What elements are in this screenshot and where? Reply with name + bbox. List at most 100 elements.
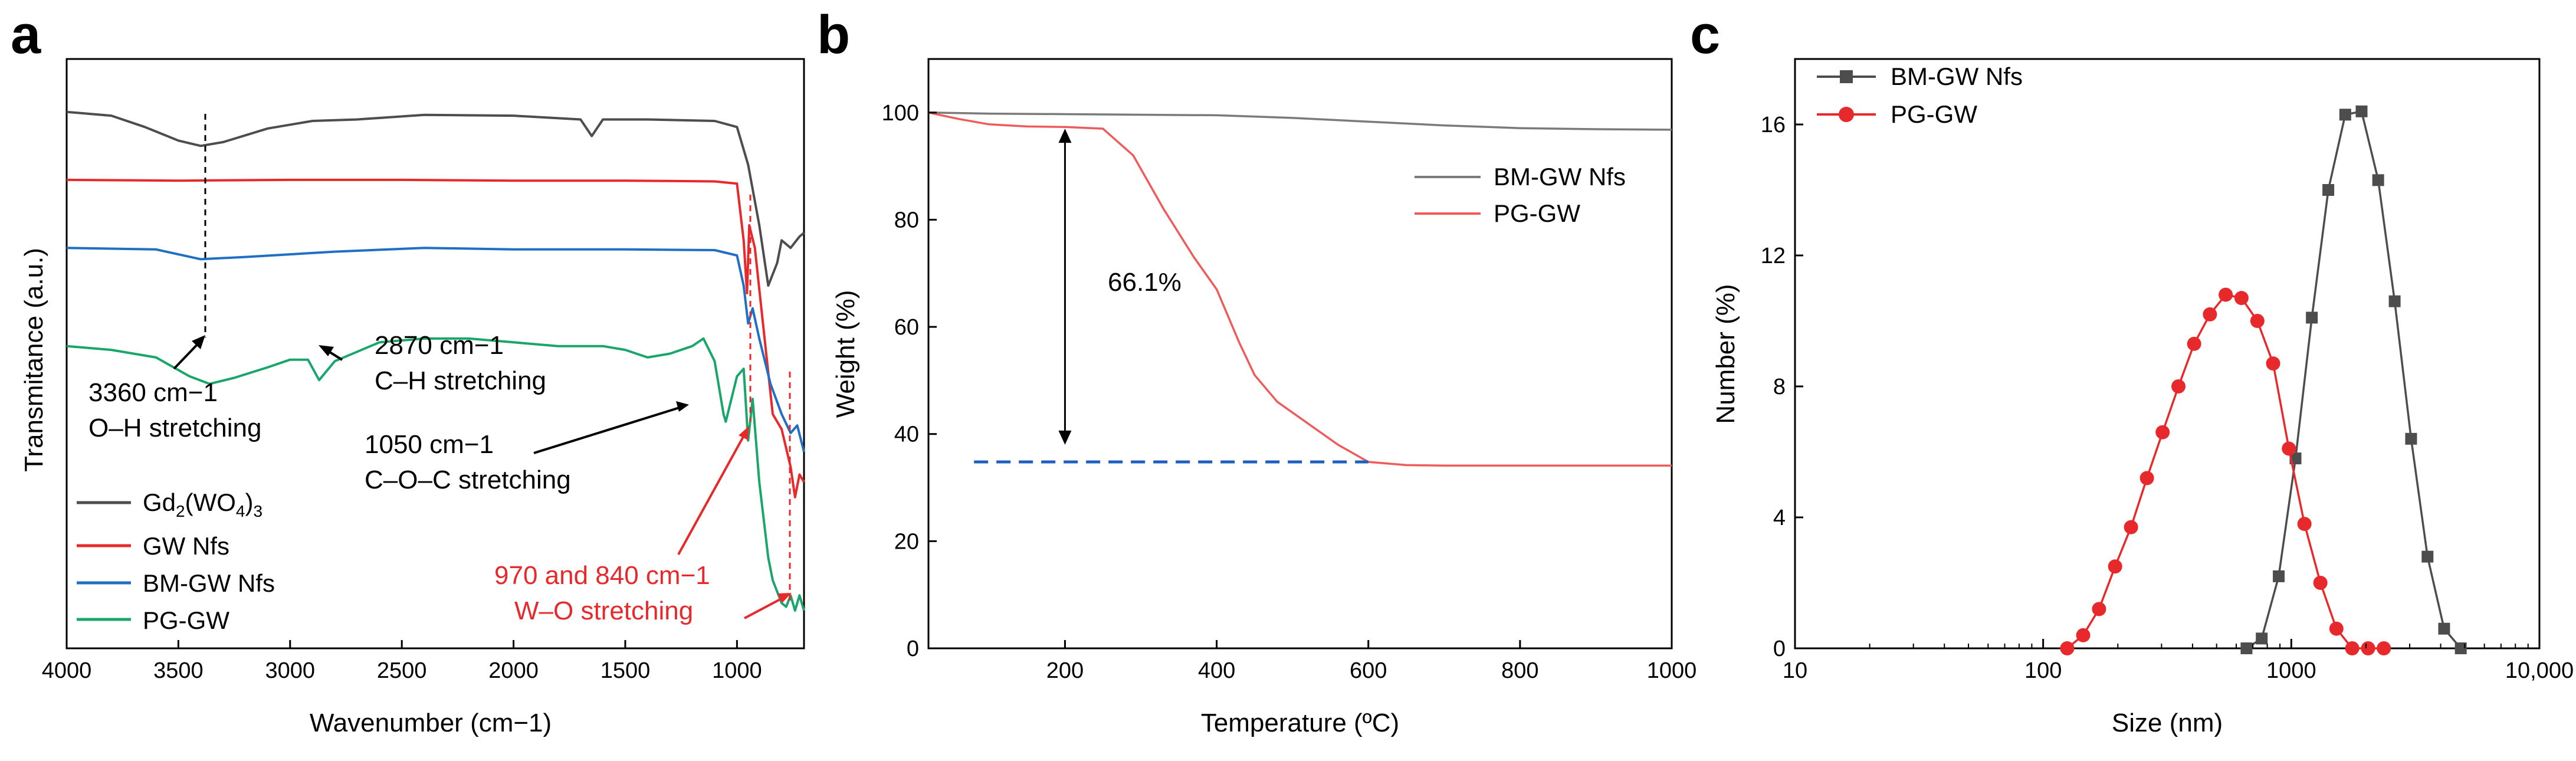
legend-label-pggw: PG-GW [143,606,229,634]
panel-c-series-group [2060,105,2467,655]
y-tick-label-4: 4 [1773,506,1786,530]
data-point-pg-gw [2076,628,2091,642]
panel-b-annotations: 66.1% [974,129,1369,464]
y-tick-label-20: 20 [894,529,919,554]
series-line-gd2-wo4-3 [66,110,805,287]
panel-c-x-axis-label: Size (nm) [2112,708,2223,737]
data-point-pg-gw [2329,621,2344,636]
data-point-pg-gw [2345,641,2360,655]
weight-loss-arrowhead-bottom [1058,430,1072,445]
x-tick-label-400: 400 [1198,658,1235,683]
data-point-bm-gw-nfs [2405,432,2417,445]
panel-a: a 4000 3500 3000 2500 2000 1500 1000 Wavenumbe… [11,5,805,737]
x-tick-label-1000: 1000 [1647,658,1697,683]
x-tick-label-1000: 1000 [2266,658,2316,683]
data-point-pg-gw [2361,641,2375,655]
y-tick-label-100: 100 [882,101,919,126]
panel-c-y-axis-label: Number (%) [1711,284,1740,424]
panel-b: b 200 400 600 800 1000 0 20 40 60 80 100 Temperatu… [817,5,1696,737]
panel-b-x-axis-label: Temperature (ºC) [1201,708,1399,737]
data-point-pg-gw [2219,287,2233,302]
x-tick-label-800: 800 [1501,658,1538,683]
data-point-pg-gw [2377,641,2391,655]
arrowhead-wo-970 [739,426,749,440]
x-tick-label-200: 200 [1046,658,1084,683]
data-point-bm-gw-nfs [2454,642,2467,654]
anno-coc-value: 1050 cm−1 [365,430,494,459]
panel-label-b: b [817,5,850,65]
data-point-bm-gw-nfs [2256,632,2268,645]
panel-c-legend: BM-GW Nfs PG-GW [1817,63,2023,128]
x-tick-label-10000: 10,000 [2505,658,2574,683]
data-point-pg-gw [2108,559,2122,574]
x-tick-label-2000: 2000 [488,658,539,683]
arrow-coc [533,406,682,454]
data-point-pg-gw [2124,520,2138,534]
panel-b-ticks: 200 400 600 800 1000 0 20 40 60 80 100 [882,101,1697,683]
data-point-bm-gw-nfs [2240,642,2253,654]
weight-loss-arrowhead-top [1058,129,1072,143]
series-line-bm-gw-nfs [66,247,805,452]
y-tick-label-0: 0 [907,637,919,661]
x-tick-label-3500: 3500 [153,658,204,683]
panel-b-y-axis-label: Weight (%) [831,290,860,418]
data-point-bm-gw-nfs [2339,109,2351,121]
data-point-pg-gw [2139,471,2154,486]
arrow-wo-840 [744,596,785,619]
anno-wo-label: W–O stretching [514,596,693,625]
anno-ch-label: C–H stretching [375,366,546,395]
data-point-pg-gw [2282,441,2296,456]
data-point-pg-gw [2060,641,2075,655]
data-point-bm-gw-nfs [2421,550,2434,563]
x-tick-label-2500: 2500 [377,658,427,683]
panel-c: c 10 100 1000 10,000 0 4 8 12 16 Size (nm) Numbe… [1690,5,2574,737]
x-tick-label-100: 100 [2024,658,2062,683]
data-point-bm-gw-nfs [2438,622,2450,635]
x-tick-label-600: 600 [1350,658,1387,683]
panel-a-plot-frame [65,58,805,650]
data-point-pg-gw [2297,517,2312,532]
x-tick-label-3000: 3000 [265,658,316,683]
legend-label-gw: GW Nfs [143,532,229,560]
x-tick-label-1000: 1000 [712,658,762,683]
data-point-pg-gw [2203,307,2217,322]
y-tick-label-80: 80 [894,208,919,232]
panel-label-a: a [11,5,41,65]
x-tick-label-10: 10 [1783,658,1807,683]
legend-label-b-pggw: PG-GW [1494,199,1580,227]
series-line-bm-gw-nfs [2246,110,2462,650]
panel-b-plot-frame [927,58,1673,650]
data-point-bm-gw-nfs [2372,174,2384,186]
anno-oh-value: 3360 cm−1 [88,378,218,407]
legend-label-gd: Gd2(WO4)3 [143,488,262,520]
data-point-pg-gw [2250,314,2265,328]
y-tick-label-60: 60 [894,315,919,340]
y-tick-label-8: 8 [1773,375,1786,399]
data-point-bm-gw-nfs [2273,570,2285,582]
legend-label-bmgw: BM-GW Nfs [143,569,275,597]
x-tick-label-1500: 1500 [600,658,651,683]
y-tick-label-0: 0 [1773,637,1786,661]
data-point-bm-gw-nfs [2388,295,2401,307]
panel-a-x-axis-label: Wavenumber (cm−1) [310,708,552,737]
panel-a-legend: Gd2(WO4)3 GW Nfs BM-GW Nfs PG-GW [77,488,275,634]
y-tick-label-40: 40 [894,422,919,447]
data-point-bm-gw-nfs [2306,311,2318,324]
panel-c-plot-frame [1794,58,2541,650]
series-line-pg-gw [66,337,805,612]
panel-a-series-group [66,110,805,612]
data-point-pg-gw [2266,356,2280,371]
panel-c-ticks: 10 100 1000 10,000 0 4 8 12 16 [1761,113,2574,683]
anno-oh-label: O–H stretching [88,414,261,442]
series-line-pg-gw [928,111,1672,467]
y-tick-label-12: 12 [1761,244,1786,268]
panel-a-x-ticks: 4000 3500 3000 2500 2000 1500 1000 [42,640,762,683]
arrowhead-coc [676,401,689,412]
arrowhead-ch [319,345,334,356]
legend-label-b-bmgw: BM-GW Nfs [1494,163,1626,191]
panel-b-series-group [928,111,1672,467]
series-line-gw-nfs [66,178,805,498]
data-point-pg-gw [2171,379,2186,393]
legend-label-c-pggw: PG-GW [1891,100,1977,128]
